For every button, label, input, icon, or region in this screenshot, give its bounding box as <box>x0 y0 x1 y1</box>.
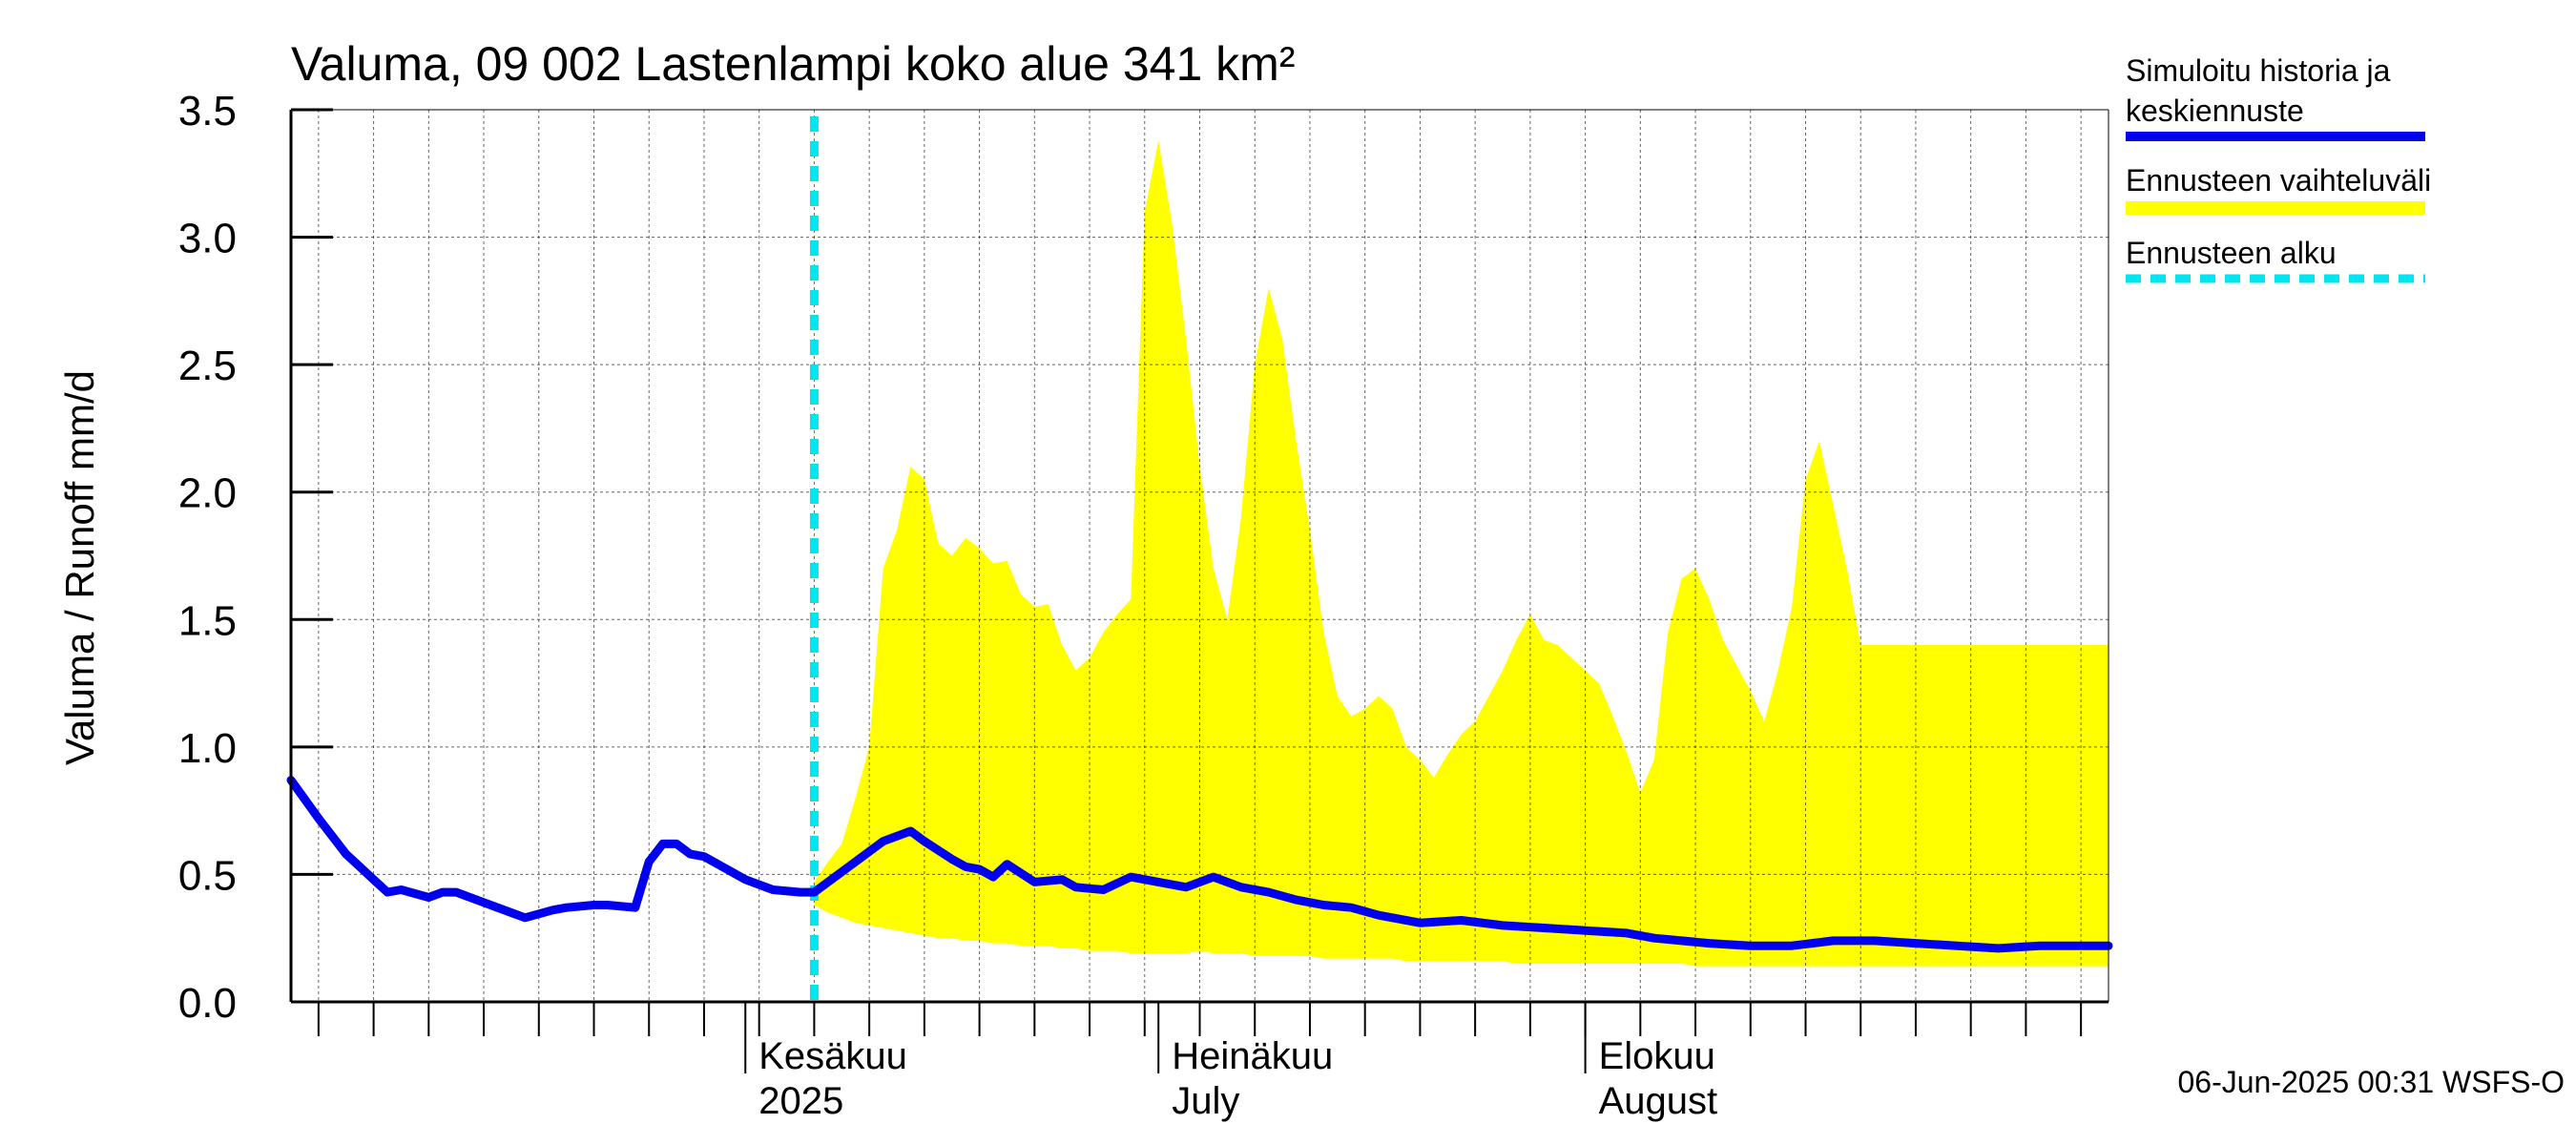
chart-title: Valuma, 09 002 Lastenlampi koko alue 341… <box>291 37 1295 91</box>
month-label: Heinäkuu <box>1172 1035 1333 1077</box>
forecast-range-layer <box>814 140 2109 967</box>
legend: Simuloitu historia ja keskiennuste Ennuste… <box>2126 53 2431 283</box>
y-tick-label: 0.0 <box>178 980 237 1027</box>
month-sublabel: August <box>1599 1080 1718 1122</box>
y-tick-label: 1.0 <box>178 725 237 772</box>
median-runoff-line <box>286 776 2113 953</box>
footer-timestamp: 06-Jun-2025 00:31 WSFS-O <box>2177 1065 2565 1099</box>
y-tick-label: 2.0 <box>178 470 237 517</box>
y-axis-label: Valuma / Runoff mm/d <box>57 370 102 765</box>
forecast-range-band <box>814 140 2109 967</box>
month-label: Elokuu <box>1599 1035 1715 1077</box>
month-sublabel: July <box>1172 1080 1239 1122</box>
legend-label-range: Ennusteen vaihteluväli <box>2126 163 2431 198</box>
legend-swatch-range <box>2126 201 2425 215</box>
legend-label-median-2: keskiennuste <box>2126 94 2304 128</box>
y-tick-label: 3.5 <box>178 88 237 135</box>
month-sublabel: 2025 <box>758 1080 843 1122</box>
y-tick-label: 2.5 <box>178 343 237 389</box>
month-label: Kesäkuu <box>758 1035 907 1077</box>
y-tick-label: 0.5 <box>178 852 237 899</box>
y-tick-label: 3.0 <box>178 216 237 262</box>
legend-label-median: Simuloitu historia ja <box>2126 53 2391 88</box>
median-line-layer <box>286 116 2113 1002</box>
legend-label-forecast-start: Ennusteen alku <box>2126 236 2337 270</box>
y-tick-label: 1.5 <box>178 597 237 644</box>
